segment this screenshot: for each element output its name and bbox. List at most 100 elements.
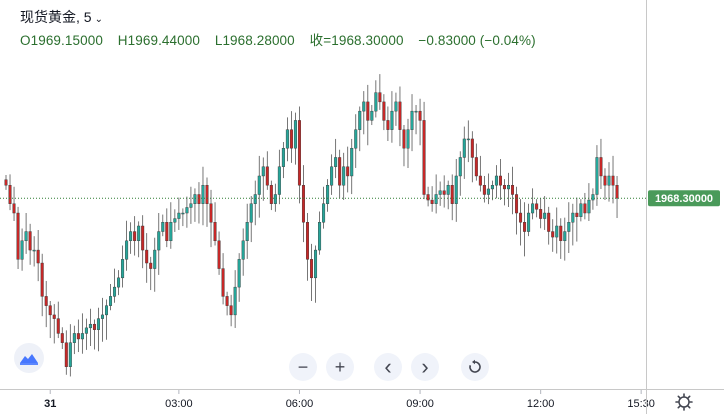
candle-up	[186, 207, 189, 213]
candle-down	[519, 213, 522, 222]
candle-down	[133, 232, 136, 241]
reset-chart-button[interactable]	[461, 353, 489, 381]
candle-down	[604, 176, 607, 185]
last-price-label: 1968.30000	[655, 193, 713, 205]
candle-down	[210, 204, 213, 223]
candle-up	[258, 176, 261, 195]
candle-up	[439, 191, 442, 195]
candle-down	[310, 259, 313, 278]
candle-up	[105, 306, 108, 315]
time-tick-label: 06:00	[286, 398, 314, 410]
candle-down	[41, 263, 44, 296]
zoom-in-button[interactable]: +	[326, 353, 354, 381]
symbol-name: 现货黄金	[20, 9, 76, 25]
candle-down	[539, 209, 542, 218]
gear-icon[interactable]	[676, 394, 692, 410]
candle-down	[616, 185, 619, 198]
candle-up	[391, 111, 394, 130]
candle-down	[535, 204, 538, 210]
candle-up	[608, 176, 611, 185]
candle-up	[262, 167, 265, 176]
candle-down	[218, 241, 221, 269]
candle-down	[403, 130, 406, 149]
candle-down	[399, 102, 402, 130]
candle-up	[97, 319, 100, 330]
candle-up	[153, 250, 156, 269]
candle-down	[499, 176, 502, 185]
candle-down	[559, 226, 562, 241]
candle-down	[270, 185, 273, 204]
zoom-out-button[interactable]: −	[289, 353, 317, 381]
candle-up	[21, 241, 24, 260]
candle-up	[596, 157, 599, 194]
candle-up	[85, 328, 88, 334]
ohlc-legend: O1969.15000 H1969.44000 L1968.28000 收=19…	[20, 29, 547, 49]
candle-up	[527, 213, 530, 232]
candle-up	[354, 130, 357, 149]
candle-down	[338, 157, 341, 185]
chevron-down-icon[interactable]: ⌄	[95, 14, 103, 25]
candle-down	[423, 120, 426, 194]
change-value: −0.83000 (−0.04%)	[418, 33, 535, 48]
candle-down	[431, 200, 434, 204]
candle-up	[81, 333, 84, 339]
candle-up	[242, 241, 245, 260]
scroll-left-button[interactable]: ‹	[374, 353, 402, 381]
candle-up	[375, 93, 378, 112]
candle-down	[77, 333, 80, 339]
candle-down	[93, 324, 96, 330]
candle-down	[427, 195, 430, 201]
candle-up	[109, 296, 112, 305]
chevron-left-icon: ‹	[384, 356, 391, 378]
candle-down	[61, 333, 64, 342]
candle-up	[314, 250, 317, 278]
mountain-logo-icon[interactable]	[14, 343, 44, 373]
time-tick-label: 15:30	[627, 398, 655, 410]
scroll-right-button[interactable]: ›	[411, 353, 439, 381]
candle-up	[125, 241, 128, 260]
candle-up	[278, 167, 281, 195]
candle-down	[387, 120, 390, 129]
candle-down	[198, 195, 201, 204]
candle-up	[286, 130, 289, 149]
candle-down	[149, 263, 152, 269]
candle-up	[137, 226, 140, 241]
minus-icon: −	[298, 357, 309, 378]
candle-up	[174, 219, 177, 223]
candle-up	[463, 139, 466, 158]
candle-down	[379, 93, 382, 102]
candle-up	[25, 232, 28, 241]
candle-up	[318, 222, 321, 250]
candle-down	[145, 250, 148, 263]
candle-up	[580, 204, 583, 217]
candle-up	[161, 222, 164, 231]
candle-up	[334, 157, 337, 166]
candle-up	[69, 343, 72, 367]
candle-up	[459, 157, 462, 176]
candle-up	[371, 111, 374, 120]
candle-up	[572, 213, 575, 222]
candle-down	[612, 176, 615, 185]
candle-down	[5, 180, 8, 186]
candle-down	[367, 102, 370, 121]
symbol-title[interactable]: 现货黄金, 5 ⌄	[20, 7, 103, 27]
candle-up	[455, 176, 458, 204]
time-tick-label: 03:00	[165, 398, 193, 410]
candle-down	[479, 176, 482, 185]
candle-up	[342, 167, 345, 186]
candle-up	[563, 232, 566, 241]
candle-up	[507, 185, 510, 189]
candle-up	[447, 185, 450, 194]
candle-down	[266, 167, 269, 186]
candles-layer	[5, 74, 619, 376]
candle-down	[584, 204, 587, 213]
candle-up	[495, 176, 498, 185]
candle-down	[29, 232, 32, 251]
plus-icon: +	[335, 357, 346, 378]
candle-down	[290, 130, 293, 149]
candle-up	[415, 111, 418, 112]
candle-down	[226, 296, 229, 305]
